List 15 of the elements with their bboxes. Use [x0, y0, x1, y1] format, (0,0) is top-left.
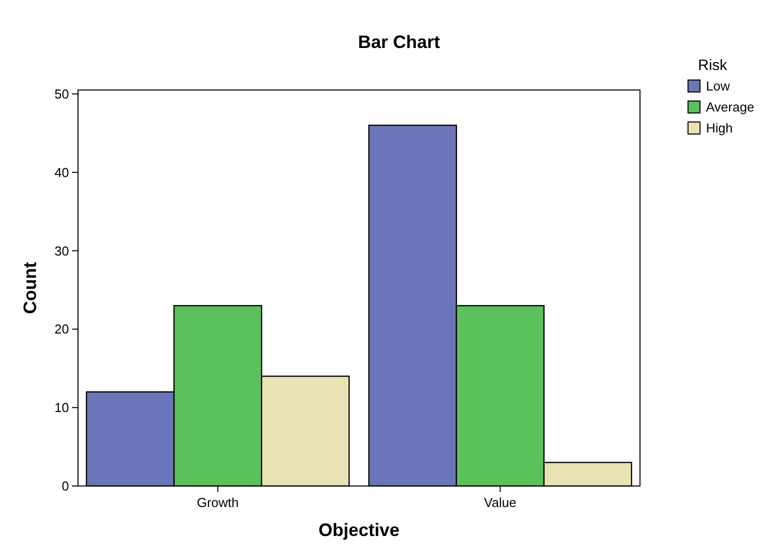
y-tick-label: 50 — [54, 86, 69, 102]
y-tick-label: 10 — [54, 400, 69, 416]
legend-label: High — [706, 120, 733, 136]
y-tick-label: 0 — [62, 478, 69, 494]
y-tick-label: 20 — [54, 322, 69, 337]
x-tick-label: Value — [484, 495, 516, 510]
x-tick-label: Growth — [196, 495, 239, 510]
y-axis-title: Count — [20, 262, 40, 314]
chart-title: Bar Chart — [358, 32, 440, 52]
legend-label: Average — [706, 100, 754, 115]
legend-title: Risk — [698, 57, 728, 74]
x-axis-title: Objective — [318, 520, 400, 540]
y-tick-label: 40 — [54, 164, 69, 180]
y-tick-label: 30 — [54, 243, 69, 258]
legend-label: Low — [706, 78, 730, 94]
